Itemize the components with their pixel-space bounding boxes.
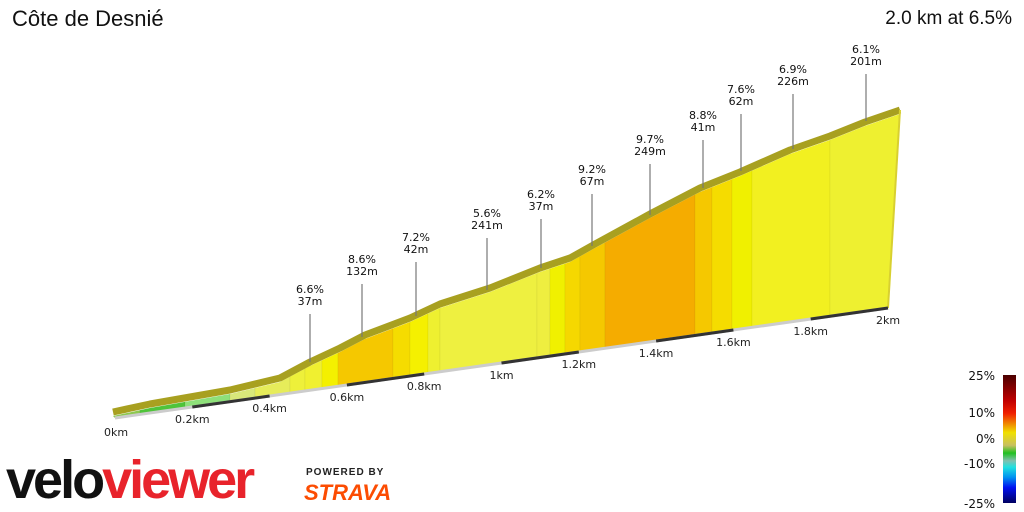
segment-grade-label: 5.6% bbox=[473, 207, 501, 220]
x-tick-label: 0.8km bbox=[407, 380, 442, 393]
grade-segment bbox=[579, 114, 606, 418]
logo-text-velo: velo bbox=[6, 450, 105, 510]
segment-length-label: 226m bbox=[777, 75, 809, 88]
x-tick-label: 1.8km bbox=[793, 325, 828, 338]
climb-title: Côte de Desnié bbox=[12, 6, 164, 31]
legend-label: 25% bbox=[968, 369, 995, 383]
grade-segment bbox=[536, 114, 551, 418]
legend-label: -25% bbox=[964, 497, 995, 511]
segment-grade-label: 7.2% bbox=[402, 231, 430, 244]
segment-grade-label: 6.6% bbox=[296, 283, 324, 296]
x-tick-label: 1km bbox=[489, 369, 513, 382]
segment-length-label: 41m bbox=[691, 121, 716, 134]
x-tick-label: 1.6km bbox=[716, 336, 751, 349]
segment-grade-label: 8.8% bbox=[689, 109, 717, 122]
grade-segment bbox=[751, 114, 831, 418]
x-tick-label: 1.4km bbox=[639, 347, 674, 360]
axis-segment bbox=[192, 394, 270, 409]
grade-segment bbox=[289, 114, 306, 418]
grade-segment bbox=[711, 114, 733, 418]
segment-length-label: 249m bbox=[634, 145, 666, 158]
profile-ridge bbox=[112, 106, 902, 416]
grade-segment bbox=[304, 114, 323, 418]
legend-label: 10% bbox=[968, 406, 995, 420]
logo-text-viewer: viewer bbox=[102, 450, 255, 510]
x-tick-label: 2km bbox=[876, 314, 900, 327]
profile-face bbox=[113, 114, 900, 418]
x-tick-label: 0.6km bbox=[330, 391, 365, 404]
grade-segment bbox=[139, 114, 186, 418]
legend-label: 0% bbox=[976, 432, 995, 446]
strava-logo: STRAVA bbox=[304, 480, 392, 505]
x-tick-label: 0.4km bbox=[252, 402, 287, 415]
segment-length-label: 201m bbox=[850, 55, 882, 68]
grade-color-legend bbox=[1003, 375, 1016, 503]
segment-grade-label: 6.9% bbox=[779, 63, 807, 76]
segment-grade-label: 6.1% bbox=[852, 43, 880, 56]
climb-summary: 2.0 km at 6.5% bbox=[885, 8, 1012, 29]
segment-grade-label: 8.6% bbox=[348, 253, 376, 266]
segment-length-label: 241m bbox=[471, 219, 503, 232]
grade-segment bbox=[694, 114, 713, 418]
profile-end-edge bbox=[887, 109, 901, 309]
grade-segment bbox=[731, 114, 753, 418]
grade-segment bbox=[113, 114, 141, 418]
segment-length-label: 132m bbox=[346, 265, 378, 278]
axis-segment bbox=[501, 350, 580, 365]
x-tick-label: 0km bbox=[104, 426, 128, 439]
segment-length-label: 37m bbox=[529, 200, 554, 213]
x-tick-label: 0.2km bbox=[175, 413, 210, 426]
legend-label: -10% bbox=[964, 457, 995, 471]
segment-length-label: 67m bbox=[580, 175, 605, 188]
x-tick-label: 1.2km bbox=[562, 358, 597, 371]
segment-grade-label: 9.2% bbox=[578, 163, 606, 176]
axis-segment bbox=[810, 306, 889, 321]
grade-segment bbox=[439, 114, 538, 418]
segment-length-label: 37m bbox=[298, 295, 323, 308]
segment-length-label: 62m bbox=[729, 95, 754, 108]
segment-grade-label: 6.2% bbox=[527, 188, 555, 201]
powered-by-label: POWERED BY bbox=[306, 467, 385, 478]
veloviewer-logo: veloviewer bbox=[6, 450, 255, 510]
grade-segment bbox=[184, 114, 231, 418]
segment-grade-label: 7.6% bbox=[727, 83, 755, 96]
segment-length-label: 42m bbox=[404, 243, 429, 256]
axis-segment bbox=[346, 372, 425, 387]
axis-segment bbox=[655, 328, 734, 343]
segment-grade-label: 9.7% bbox=[636, 133, 664, 146]
